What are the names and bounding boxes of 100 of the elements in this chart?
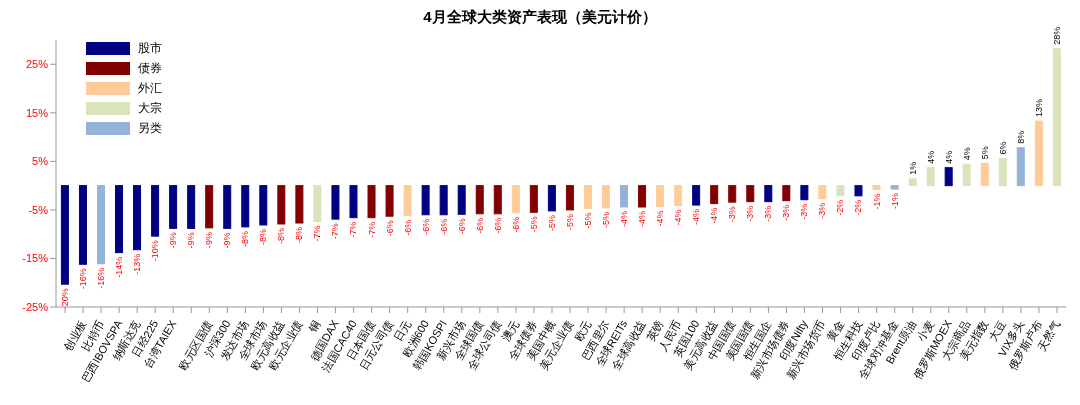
data-label: -7%	[348, 221, 359, 238]
bar	[692, 185, 701, 206]
data-label: -16%	[77, 268, 88, 290]
bar	[818, 185, 827, 200]
data-label: -3%	[817, 202, 828, 219]
bar	[511, 185, 520, 214]
data-label: -3%	[799, 203, 810, 220]
data-label: -5%	[564, 213, 575, 230]
data-label: -8%	[240, 230, 251, 247]
bar	[908, 178, 917, 187]
data-label: -10%	[150, 240, 161, 262]
bar	[800, 185, 809, 201]
bar	[782, 185, 791, 202]
bar	[1052, 48, 1061, 187]
legend-label: 股市	[138, 39, 162, 57]
data-label: -3%	[781, 204, 792, 221]
data-label: -7%	[366, 221, 377, 238]
bar	[241, 185, 250, 228]
bar	[620, 185, 629, 208]
bar	[96, 185, 105, 265]
bar	[710, 185, 719, 205]
data-label: -16%	[95, 267, 106, 289]
bar	[565, 185, 574, 211]
bar	[205, 185, 214, 229]
data-label: -5%	[600, 211, 611, 228]
y-tick-label: -25%	[22, 300, 49, 313]
data-label: -7%	[330, 223, 341, 240]
bar	[890, 185, 899, 190]
data-label: -6%	[474, 217, 485, 234]
bar	[60, 185, 69, 285]
data-label: -9%	[222, 232, 233, 249]
bar	[583, 185, 592, 209]
data-label: 13%	[1033, 99, 1044, 118]
data-label: -6%	[510, 216, 521, 233]
data-label: 6%	[997, 141, 1008, 155]
data-label: -2%	[853, 199, 864, 216]
data-label: -20%	[59, 288, 70, 310]
legend-label: 大宗	[138, 99, 162, 117]
data-label: -4%	[709, 207, 720, 224]
bar	[674, 185, 683, 207]
bar	[133, 185, 142, 251]
data-label: -1%	[871, 193, 882, 210]
data-label: -6%	[492, 217, 503, 234]
data-label: -8%	[276, 227, 287, 244]
x-tick-label: 铜	[306, 318, 323, 335]
bar	[78, 185, 87, 265]
bar	[385, 185, 394, 217]
bar	[764, 185, 773, 203]
data-label: -13%	[132, 253, 143, 275]
data-label: -3%	[745, 205, 756, 222]
bar	[421, 185, 430, 216]
bar	[872, 185, 881, 191]
bar	[926, 167, 935, 187]
bar	[259, 185, 268, 226]
bar	[998, 157, 1007, 187]
bar	[403, 185, 412, 217]
data-label: -2%	[835, 199, 846, 216]
legend-label: 外汇	[138, 79, 162, 97]
data-label: -4%	[691, 209, 702, 226]
data-label: 8%	[1015, 130, 1026, 144]
bar	[1034, 120, 1043, 187]
bar	[475, 185, 484, 215]
data-label: -4%	[673, 209, 684, 226]
data-label: -6%	[384, 220, 395, 237]
bar	[367, 185, 376, 219]
bar	[151, 185, 160, 237]
bar	[656, 185, 665, 208]
bar	[836, 185, 845, 197]
bar	[980, 162, 989, 187]
data-label: -8%	[258, 228, 269, 245]
bar	[728, 185, 737, 203]
bar	[746, 185, 755, 203]
bar	[277, 185, 286, 225]
data-label: -5%	[582, 212, 593, 229]
data-label: -1%	[889, 193, 900, 210]
legend-label: 债券	[138, 59, 162, 77]
data-label: 4%	[943, 150, 954, 164]
data-label: -6%	[420, 218, 431, 235]
data-label: -9%	[204, 231, 215, 248]
data-label: -5%	[528, 216, 539, 233]
data-label: -4%	[655, 210, 666, 227]
data-label: -7%	[312, 225, 323, 242]
bar	[547, 185, 556, 212]
bar	[439, 185, 448, 216]
y-tick-label: -5%	[28, 203, 49, 216]
data-label: -4%	[637, 211, 648, 228]
bar	[962, 163, 971, 187]
y-tick-label: 25%	[25, 58, 49, 71]
bar	[223, 185, 232, 229]
data-label: -8%	[294, 227, 305, 244]
legend-label: 另类	[138, 119, 162, 137]
bar	[854, 185, 863, 197]
bar	[331, 185, 340, 220]
data-label: 5%	[979, 146, 990, 160]
data-label: -5%	[546, 214, 557, 231]
y-tick-label: -15%	[22, 252, 49, 265]
bar	[944, 167, 953, 187]
data-label: -4%	[619, 211, 630, 228]
bar	[313, 185, 322, 223]
bar	[493, 185, 502, 215]
